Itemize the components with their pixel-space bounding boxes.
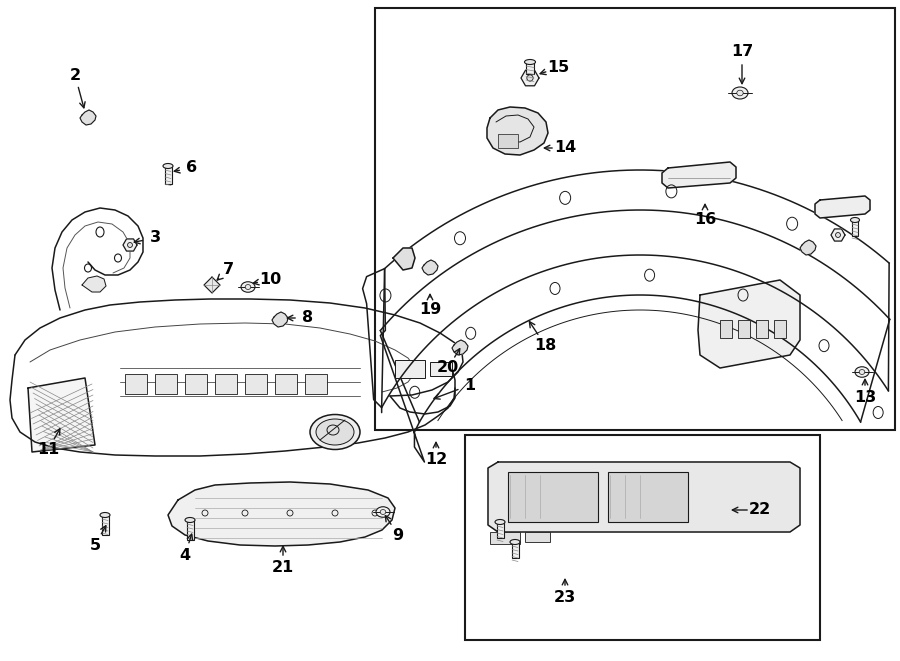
Bar <box>215 374 237 394</box>
Text: 12: 12 <box>425 453 447 467</box>
Polygon shape <box>123 239 137 251</box>
Ellipse shape <box>100 512 110 518</box>
Ellipse shape <box>376 507 390 518</box>
Ellipse shape <box>241 282 255 292</box>
Bar <box>375 8 895 430</box>
Bar <box>275 374 297 394</box>
Polygon shape <box>82 276 106 292</box>
Polygon shape <box>487 107 548 155</box>
Polygon shape <box>662 162 736 188</box>
Bar <box>512 542 519 558</box>
Polygon shape <box>488 462 800 532</box>
Text: 9: 9 <box>392 527 403 543</box>
Ellipse shape <box>732 87 748 99</box>
Bar <box>526 62 534 74</box>
Text: 17: 17 <box>731 44 753 59</box>
Ellipse shape <box>835 233 841 237</box>
Polygon shape <box>452 340 468 355</box>
Bar <box>774 320 786 338</box>
Bar <box>490 532 520 544</box>
Text: 21: 21 <box>272 561 294 576</box>
Ellipse shape <box>510 539 520 545</box>
Ellipse shape <box>245 284 251 290</box>
Bar <box>738 320 750 338</box>
Bar <box>185 374 207 394</box>
Bar <box>465 435 820 640</box>
Text: 3: 3 <box>149 231 160 245</box>
Bar <box>165 166 172 184</box>
Bar <box>497 522 504 538</box>
Text: 1: 1 <box>464 377 475 393</box>
Bar <box>395 360 425 378</box>
Polygon shape <box>521 70 539 86</box>
Ellipse shape <box>850 217 860 223</box>
Bar <box>305 374 327 394</box>
Text: 15: 15 <box>547 61 569 75</box>
Bar <box>525 532 550 542</box>
Text: 8: 8 <box>302 311 313 325</box>
Polygon shape <box>800 240 816 255</box>
Polygon shape <box>204 277 220 293</box>
Polygon shape <box>168 482 395 546</box>
Polygon shape <box>80 110 96 125</box>
Bar <box>508 472 598 522</box>
Ellipse shape <box>380 510 386 514</box>
Polygon shape <box>272 312 288 327</box>
Text: 11: 11 <box>37 442 59 457</box>
Polygon shape <box>831 229 845 241</box>
Polygon shape <box>422 260 438 275</box>
Text: 5: 5 <box>89 537 101 553</box>
Ellipse shape <box>128 243 132 247</box>
Bar <box>102 515 109 535</box>
Bar <box>187 520 194 540</box>
Text: 2: 2 <box>69 67 81 83</box>
Bar <box>852 220 858 236</box>
Text: 6: 6 <box>186 161 198 176</box>
Ellipse shape <box>163 163 173 169</box>
Text: 22: 22 <box>749 502 771 518</box>
Text: 7: 7 <box>222 262 234 278</box>
Text: 20: 20 <box>436 360 459 375</box>
Text: 13: 13 <box>854 391 876 405</box>
Ellipse shape <box>310 414 360 449</box>
Ellipse shape <box>860 369 865 374</box>
Ellipse shape <box>316 419 354 445</box>
Ellipse shape <box>526 75 533 81</box>
Bar <box>608 472 688 522</box>
Polygon shape <box>393 248 415 270</box>
Polygon shape <box>698 280 800 368</box>
Ellipse shape <box>737 90 743 96</box>
Text: 23: 23 <box>554 590 576 605</box>
Text: 10: 10 <box>259 272 281 288</box>
Bar <box>155 374 177 394</box>
Text: 14: 14 <box>554 141 576 155</box>
Bar <box>245 374 267 394</box>
Polygon shape <box>815 196 870 218</box>
Polygon shape <box>28 378 95 452</box>
Ellipse shape <box>855 367 869 377</box>
Bar <box>430 362 452 376</box>
Text: 18: 18 <box>534 338 556 352</box>
Text: 19: 19 <box>418 303 441 317</box>
Text: 16: 16 <box>694 212 716 227</box>
Ellipse shape <box>495 520 505 524</box>
Ellipse shape <box>525 59 535 65</box>
Bar <box>756 320 768 338</box>
Bar <box>720 320 732 338</box>
Bar <box>125 374 147 394</box>
Ellipse shape <box>185 518 195 522</box>
Text: 4: 4 <box>179 547 191 563</box>
Bar <box>498 134 518 148</box>
